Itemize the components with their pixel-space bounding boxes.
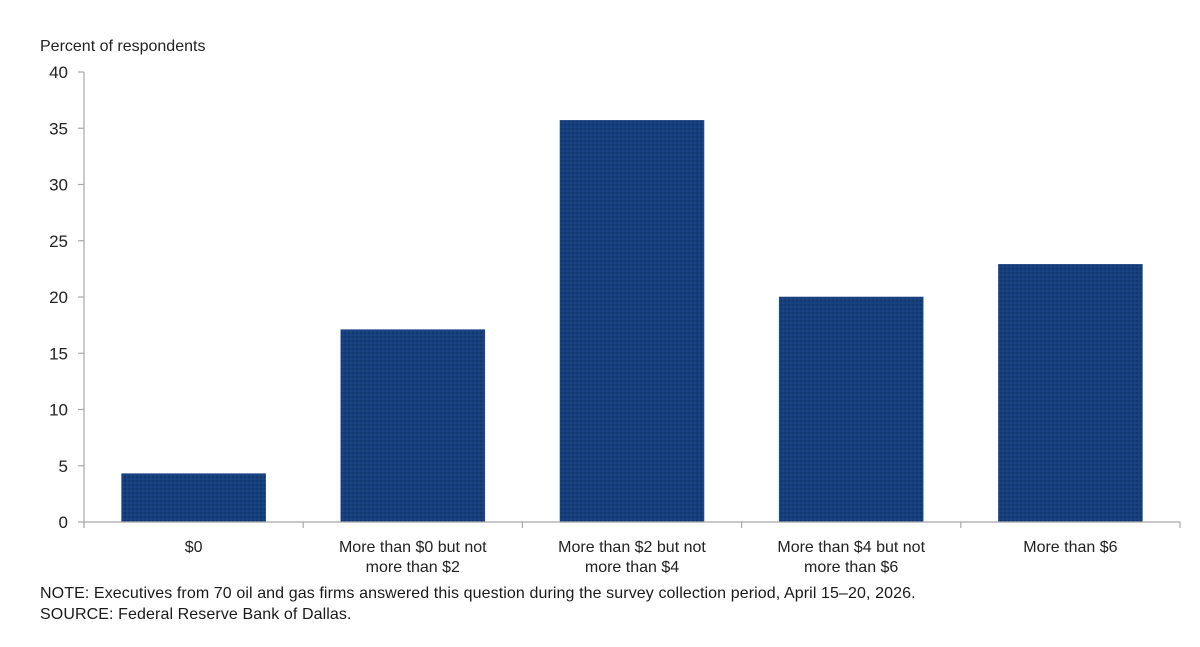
- y-tick-label: 25: [49, 232, 68, 251]
- y-tick-label: 0: [59, 513, 68, 532]
- y-axis: 0 5 10 15 20 25 30 35 40: [49, 63, 85, 532]
- x-category-label: more than $4: [585, 559, 679, 576]
- bar-chart: Percent of respondents 0510152025303540 …: [40, 38, 1181, 576]
- bar: [778, 296, 924, 523]
- footnote-source: SOURCE: Federal Reserve Bank of Dallas.: [40, 606, 352, 623]
- x-category-label: more than $2: [366, 559, 460, 576]
- y-tick-label: 30: [49, 176, 68, 195]
- y-tick-label: 10: [49, 401, 68, 420]
- y-tick-label: 40: [49, 63, 68, 82]
- x-category-label: More than $4 but not: [777, 539, 925, 556]
- footnote-note: NOTE: Executives from 70 oil and gas fir…: [40, 585, 916, 602]
- bar: [121, 473, 266, 523]
- y-tick-label: 35: [49, 119, 68, 138]
- bar: [340, 329, 486, 523]
- x-category-label: more than $6: [804, 559, 898, 576]
- bars: [121, 120, 1143, 523]
- y-axis-label: Percent of respondents: [40, 38, 205, 55]
- x-category-label: $0: [185, 539, 203, 556]
- y-tick-label: 5: [59, 457, 68, 476]
- x-category-label: More than $0 but not: [339, 539, 487, 556]
- bar: [559, 120, 705, 523]
- x-category-label: More than $6: [1023, 539, 1117, 556]
- y-tick-label: 15: [49, 344, 68, 363]
- y-tick-label: 20: [49, 288, 68, 307]
- x-category-label: More than $2 but not: [558, 539, 706, 556]
- x-axis: $0 More than $0 but not more than $2 More t…: [83, 521, 1181, 576]
- bar: [998, 264, 1143, 523]
